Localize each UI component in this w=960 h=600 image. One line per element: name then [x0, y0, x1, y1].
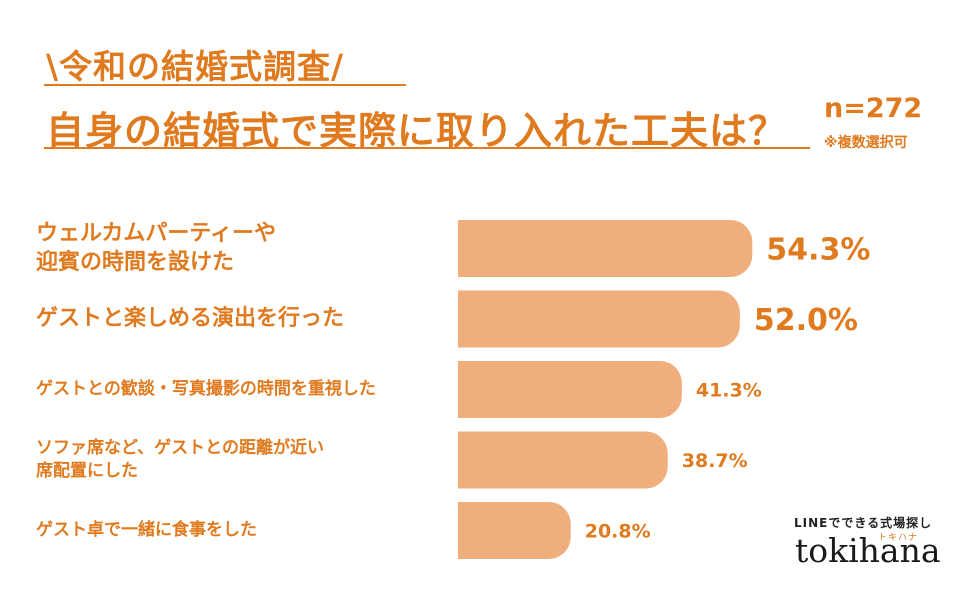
bar-5: [458, 502, 571, 559]
category-label-4: ソファ席など、ゲストとの距離が近い 席配置にした: [36, 437, 324, 483]
sample-size: n=272: [824, 93, 923, 124]
bar-3: [458, 361, 682, 418]
category-label-line: ソファ席など、ゲストとの距離が近い: [36, 438, 324, 459]
value-label-5: 20.8%: [585, 520, 651, 542]
category-label-2: ゲストと楽しめる演出を行った: [36, 304, 344, 334]
chart-title: 自身の結婚式で実際に取り入れた工夫は？: [46, 109, 788, 153]
category-label-line: ゲスト卓で一緒に食事をした: [36, 520, 257, 541]
category-label-line: ゲストと楽しめる演出を行った: [36, 306, 345, 332]
value-label-3: 41.3%: [696, 379, 762, 401]
logo-tagline: LINEでできる式場探し: [794, 516, 933, 530]
value-label-2: 52.0%: [754, 303, 858, 338]
category-label-5: ゲスト卓で一緒に食事をした: [36, 519, 257, 542]
bar-1: [458, 220, 753, 277]
logo: tokihana: [795, 531, 941, 570]
category-label-line: ウェルカムパーティーや: [36, 220, 277, 246]
value-label-4: 38.7%: [682, 450, 748, 472]
multiple-choice-note: ※複数選択可: [824, 135, 908, 151]
value-label-1: 54.3%: [766, 232, 870, 267]
category-label-line: ゲストとの歓談・写真撮影の時間を重視した: [36, 379, 376, 400]
category-label-line: 席配置にした: [36, 460, 138, 481]
category-label-line: 迎賓の時間を設けた: [36, 250, 235, 276]
subtitle-underline: [44, 84, 406, 86]
category-label-1: ウェルカムパーティーや 迎賓の時間を設けた: [36, 219, 276, 278]
title-underline: [44, 147, 810, 149]
bar-4: [458, 431, 668, 489]
subtitle: \令和の結婚式調査/: [46, 47, 345, 86]
logo-kana: トキハナ: [878, 533, 919, 543]
category-label-3: ゲストとの歓談・写真撮影の時間を重視した: [36, 378, 376, 401]
bar-2: [458, 290, 740, 348]
